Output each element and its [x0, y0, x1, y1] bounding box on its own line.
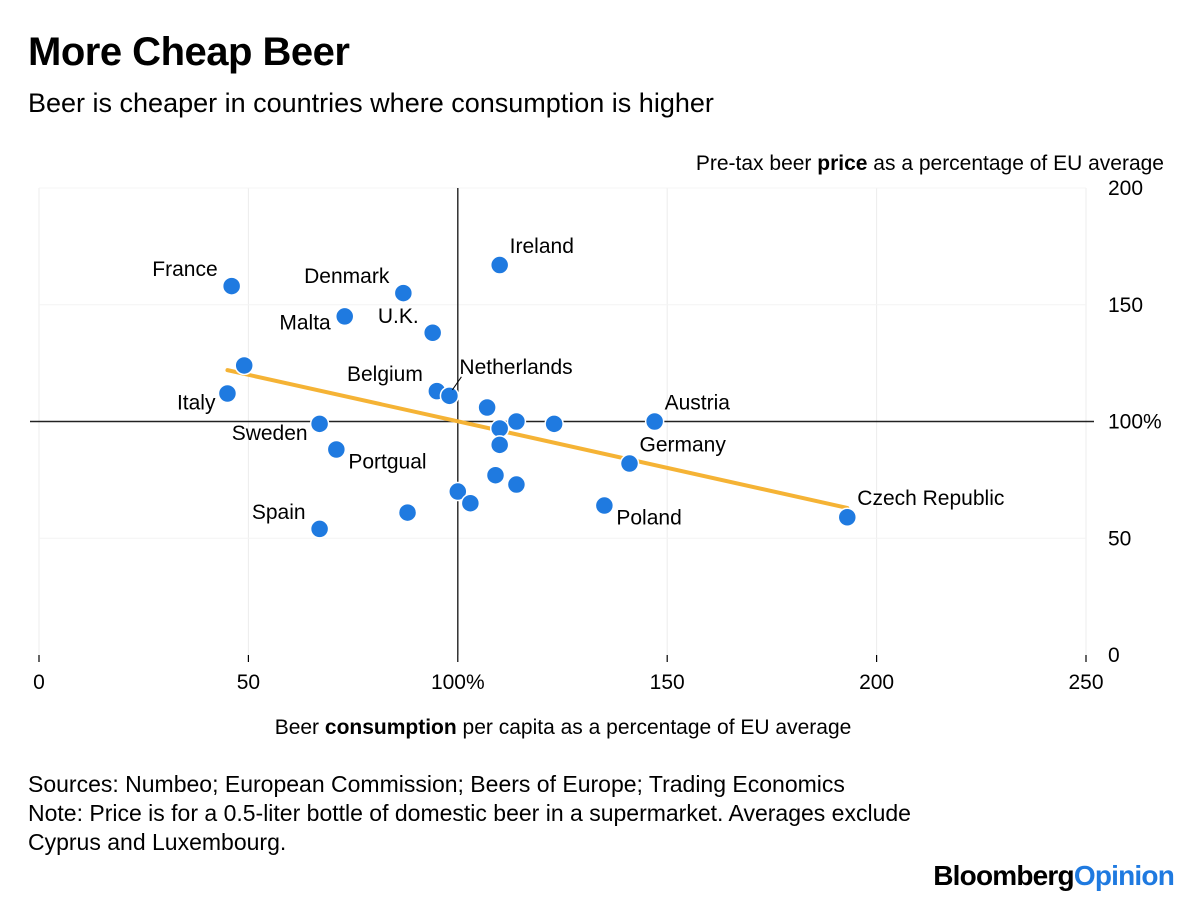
- data-point: [393, 283, 414, 303]
- data-point: [439, 386, 460, 406]
- data-point: [489, 418, 510, 439]
- y-axis-label: Pre-tax beer price as a percentage of EU…: [696, 152, 1164, 175]
- grid-layer: [38, 187, 1087, 655]
- x-tick-label: 250: [1068, 671, 1103, 694]
- sources-note: Sources: Numbeo; European Commission; Be…: [28, 771, 845, 797]
- footnotes: Sources: Numbeo; European Commission; Be…: [28, 770, 988, 857]
- point-label: Poland: [616, 507, 681, 530]
- chart-subtitle: Beer is cheaper in countries where consu…: [28, 88, 714, 118]
- point-label: France: [152, 258, 217, 281]
- data-point: [460, 493, 481, 513]
- x-tick-label: 0: [33, 671, 45, 694]
- x-tick-label: 200: [859, 671, 894, 694]
- point-layer: [217, 255, 858, 539]
- data-point: [489, 435, 510, 455]
- point-label: Austria: [665, 392, 731, 415]
- data-point: [477, 397, 497, 418]
- data-point: [594, 495, 615, 516]
- bloomberg-opinion-logo: BloombergOpinion: [933, 860, 1175, 892]
- point-label: Czech Republic: [857, 487, 1004, 510]
- y-tick-label: 100%: [1108, 411, 1162, 434]
- data-point: [221, 276, 242, 296]
- method-note: Note: Price is for a 0.5-liter bottle of…: [28, 800, 911, 855]
- point-label: Denmark: [304, 265, 390, 288]
- data-point: [326, 439, 347, 460]
- data-point: [309, 414, 330, 434]
- trend-layer: [225, 368, 850, 510]
- point-label: Netherlands: [459, 356, 572, 379]
- data-point: [309, 519, 330, 539]
- point-label: Malta: [279, 311, 331, 334]
- x-tick-label: 150: [650, 671, 685, 694]
- label-leader-line: [452, 376, 462, 391]
- x-tick-label: 50: [237, 671, 260, 694]
- point-label: U.K.: [378, 305, 419, 328]
- data-point: [234, 355, 254, 376]
- y-tick-label: 50: [1108, 527, 1131, 550]
- scatter-chart: France Ireland Denmark Malta U.K. Italy Belgiu…: [30, 152, 1164, 739]
- data-point: [334, 306, 355, 327]
- point-label: Italy: [177, 391, 216, 414]
- data-point: [448, 481, 468, 502]
- point-label: Spain: [252, 501, 306, 524]
- trend-line: [225, 368, 850, 510]
- point-label: Portgual: [348, 451, 426, 474]
- chart-title: More Cheap Beer: [28, 30, 350, 74]
- data-point: [506, 411, 527, 432]
- data-point: [217, 383, 238, 404]
- data-point: [489, 255, 510, 275]
- data-point: [397, 502, 418, 523]
- data-point: [485, 465, 506, 485]
- point-label: Belgium: [347, 363, 423, 386]
- x-axis-label: Beer consumption per capita as a percent…: [275, 716, 852, 739]
- data-point: [422, 323, 443, 343]
- y-tick-label: 200: [1108, 177, 1143, 200]
- label-layer: France Ireland Denmark Malta U.K. Italy Belgiu…: [152, 235, 1004, 530]
- data-point: [837, 507, 858, 527]
- data-point: [544, 414, 564, 434]
- logo-bloomberg: Bloomberg: [933, 860, 1074, 891]
- data-point: [619, 453, 640, 474]
- point-label: Ireland: [510, 235, 574, 258]
- data-point: [506, 474, 527, 495]
- x-tick-label: 100%: [431, 671, 485, 694]
- y-tick-label: 150: [1108, 294, 1143, 317]
- point-label: Sweden: [232, 422, 308, 445]
- y-tick-label: 0: [1108, 644, 1120, 667]
- point-label: Germany: [640, 434, 727, 457]
- data-point: [644, 411, 665, 432]
- logo-opinion: Opinion: [1073, 860, 1175, 891]
